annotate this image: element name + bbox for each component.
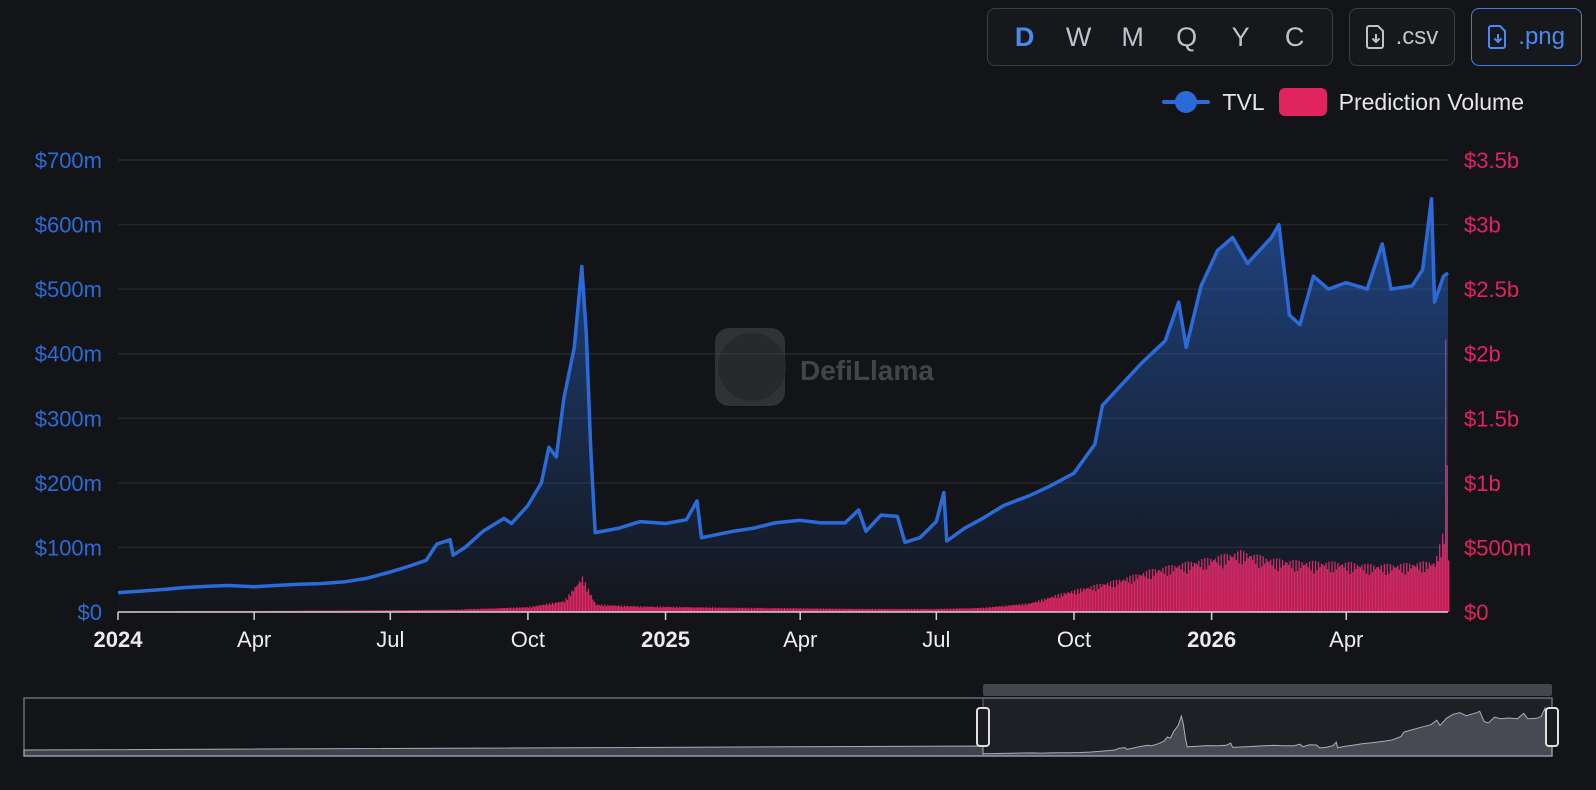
x-tick-label: Apr bbox=[237, 627, 271, 652]
navigator-drag-bar bbox=[983, 684, 1552, 696]
legend-line-swatch bbox=[1162, 89, 1211, 115]
download-png-label: .png bbox=[1518, 23, 1565, 50]
llama-logo-circle bbox=[718, 333, 786, 401]
tvl-area bbox=[118, 198, 1448, 612]
download-csv-button[interactable]: .csv bbox=[1348, 8, 1456, 66]
interval-day-button[interactable]: D bbox=[998, 12, 1052, 62]
y-right-tick-label: $3.5b bbox=[1464, 148, 1519, 173]
legend-label-tvl: TVL bbox=[1222, 88, 1265, 115]
y-right-tick-label: $500m bbox=[1464, 535, 1531, 560]
legend-item-prediction-volume[interactable]: Prediction Volume bbox=[1278, 88, 1524, 116]
axes: $0 $100m $200m $300m $400m $500m $600m $700m $0 $… bbox=[35, 148, 1532, 652]
file-download-icon bbox=[1365, 25, 1384, 49]
y-right-tick-label: $1.5b bbox=[1464, 406, 1519, 431]
x-tick-label: 2024 bbox=[94, 627, 144, 652]
file-download-icon bbox=[1488, 25, 1507, 49]
navigator-handle bbox=[976, 707, 990, 747]
x-tick-label: Apr bbox=[783, 627, 817, 652]
navigator-selection bbox=[982, 697, 1553, 757]
y-left-tick-label: $200m bbox=[35, 471, 102, 496]
chart-legend: TVL Prediction Volume bbox=[1162, 88, 1524, 116]
y-right-tick-label: $2b bbox=[1464, 342, 1501, 367]
interval-selector: D W M Q Y C bbox=[986, 8, 1333, 66]
interval-quarter-button[interactable]: Q bbox=[1160, 12, 1214, 62]
download-png-button[interactable]: .png bbox=[1471, 8, 1582, 66]
y-left-tick-label: $100m bbox=[35, 535, 102, 560]
chart-toolbar: D W M Q Y C .csv .png bbox=[986, 8, 1582, 68]
y-left-tick-label: $500m bbox=[35, 277, 102, 302]
y-left-tick-label: $400m bbox=[35, 342, 102, 367]
legend-label-prediction-volume: Prediction Volume bbox=[1338, 88, 1524, 115]
x-tick-label: 2025 bbox=[641, 627, 690, 652]
x-tick-label: 2026 bbox=[1187, 627, 1236, 652]
tvl-series bbox=[117, 196, 1450, 612]
y-right-tick-label: $2.5b bbox=[1464, 277, 1519, 302]
y-left-tick-label: $700m bbox=[35, 148, 102, 173]
x-tick-label: Jul bbox=[376, 627, 404, 652]
interval-cumulative-button[interactable]: C bbox=[1268, 12, 1322, 62]
interval-year-button[interactable]: Y bbox=[1214, 12, 1268, 62]
volume-bar bbox=[1448, 560, 1450, 612]
x-tick-label: Apr bbox=[1329, 627, 1363, 652]
defillama-watermark: DefiLlama bbox=[715, 328, 934, 406]
x-tick-label: Oct bbox=[1057, 627, 1091, 652]
y-right-tick-label: $3b bbox=[1464, 213, 1501, 238]
watermark-text: DefiLlama bbox=[800, 355, 934, 386]
y-left-tick-label: $300m bbox=[35, 406, 102, 431]
navigator-handle bbox=[1545, 707, 1559, 747]
download-csv-label: .csv bbox=[1395, 23, 1439, 50]
navigator-area bbox=[23, 706, 1553, 757]
interval-week-button[interactable]: W bbox=[1052, 12, 1106, 62]
y-right-tick-label: $0 bbox=[1464, 600, 1488, 625]
y-right-tick-label: $1b bbox=[1464, 471, 1501, 496]
legend-item-tvl[interactable]: TVL bbox=[1162, 88, 1265, 116]
y-left-tick-label: $0 bbox=[78, 600, 102, 625]
x-tick-label: Jul bbox=[922, 627, 950, 652]
tvl-line bbox=[117, 196, 1450, 595]
interval-month-button[interactable]: M bbox=[1106, 12, 1160, 62]
x-tick-label: Oct bbox=[511, 627, 545, 652]
y-left-tick-label: $600m bbox=[35, 213, 102, 238]
legend-rect-swatch bbox=[1278, 88, 1327, 116]
range-navigator[interactable] bbox=[23, 684, 1559, 757]
